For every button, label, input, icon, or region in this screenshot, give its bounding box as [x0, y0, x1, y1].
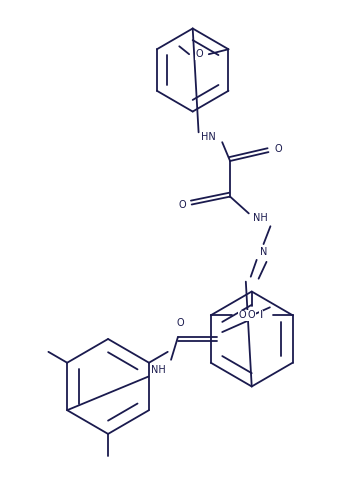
Text: O: O	[176, 318, 184, 328]
Text: I: I	[260, 310, 263, 320]
Text: O: O	[248, 310, 255, 320]
Text: O: O	[195, 49, 203, 59]
Text: NH: NH	[151, 365, 166, 375]
Text: NH: NH	[253, 214, 268, 224]
Text: O: O	[178, 200, 186, 210]
Text: N: N	[260, 247, 267, 257]
Text: HN: HN	[201, 132, 216, 142]
Text: O: O	[238, 310, 246, 320]
Text: O: O	[274, 144, 282, 154]
